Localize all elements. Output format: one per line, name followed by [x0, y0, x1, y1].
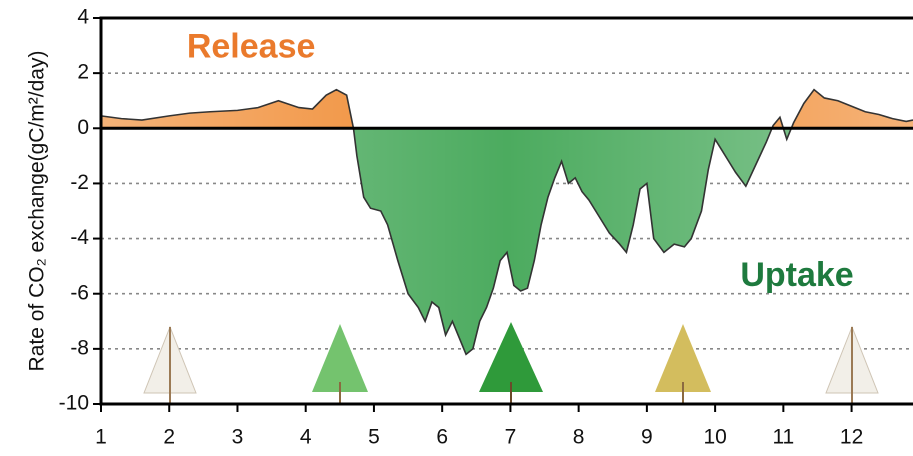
area-line	[100, 88, 913, 356]
x-tick-label: 4	[300, 426, 312, 449]
y-tick-label: -8	[70, 336, 89, 359]
x-tick-label: 3	[232, 426, 244, 449]
x-tick-label: 8	[573, 426, 585, 449]
tree-icon	[143, 325, 197, 405]
x-tick-label: 12	[840, 426, 863, 449]
x-tick-label: 1	[95, 426, 107, 449]
tree-icon	[312, 324, 368, 404]
x-tick-label: 6	[436, 426, 448, 449]
y-tick-label: -6	[70, 281, 89, 304]
x-tick-label: 11	[772, 426, 794, 449]
tree-icon	[825, 325, 879, 405]
tree-icon	[479, 322, 543, 404]
x-tick-label: 7	[505, 426, 517, 449]
x-tick-label: 10	[703, 426, 726, 449]
annotation: Release	[187, 27, 316, 65]
tree-icon	[655, 324, 711, 404]
area-shade	[101, 89, 913, 355]
y-tick-label: 2	[77, 61, 89, 84]
y-tick-label: -4	[70, 226, 89, 249]
y-tick-label: 4	[77, 6, 89, 29]
y-tick-label: 0	[77, 116, 89, 139]
x-tick-label: 5	[368, 426, 380, 449]
annotation: Uptake	[740, 256, 853, 294]
y-axis-label: Rate of CO₂ exchange(gC/m²/day)	[26, 51, 49, 372]
y-tick-label: -2	[70, 171, 89, 194]
y-tick-label: -10	[59, 392, 89, 415]
x-tick-label: 2	[163, 426, 175, 449]
x-tick-label: 9	[641, 426, 653, 449]
tree-icons	[143, 322, 879, 405]
